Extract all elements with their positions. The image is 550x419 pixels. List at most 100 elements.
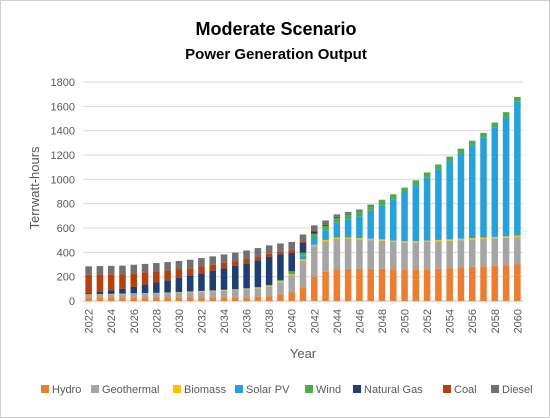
bar-wind-2037 [255,287,262,288]
bar-diesel-2038 [266,245,273,254]
bar-diesel-2034 [221,254,228,263]
bar-wind-2044 [334,218,341,223]
x-tick-label: 2034 [219,309,231,333]
legend-label-solar-pv: Solar PV [246,384,290,396]
bar-biomass-2044 [334,237,341,238]
bar-wind-2051 [413,180,420,185]
bar-biomass-2042 [311,245,318,246]
y-tick-label: 800 [57,199,75,211]
chart-subtitle: Power Generation Output [185,46,367,63]
bar-natural-gas-2025 [119,289,126,294]
bar-hydro-2042 [311,277,318,301]
bar-geothermal-2028 [153,293,160,297]
legend-swatch-biomass [173,385,181,393]
bar-natural-gas-2046 [356,211,363,212]
bar-natural-gas-2030 [176,278,183,292]
bar-hydro-2022 [85,297,92,301]
bar-diesel-2024 [108,266,115,275]
bar-solar-pv-2051 [413,185,420,241]
x-tick-label: 2056 [467,309,479,333]
bar-hydro-2024 [108,297,115,301]
bar-natural-gas-2038 [266,257,273,285]
bar-hydro-2036 [243,297,250,301]
bar-solar-pv-2043 [322,230,329,240]
bar-natural-gas-2029 [164,280,171,292]
bar-solar-pv-2053 [435,169,442,240]
bar-geothermal-2055 [458,240,465,267]
bar-coal-2022 [85,275,92,293]
bar-diesel-2028 [153,263,160,272]
bar-coal-2031 [187,268,194,275]
bar-geothermal-2037 [255,288,262,297]
bar-diesel-2027 [142,264,149,273]
bar-biomass-2041 [300,259,307,260]
bar-natural-gas-2037 [255,260,262,287]
x-tick-label: 2024 [106,309,118,333]
bar-coal-2026 [130,273,137,286]
bar-biomass-2051 [413,241,420,242]
bar-natural-gas-2036 [243,263,250,288]
legend-swatch-hydro [41,385,49,393]
bar-diesel-2046 [356,210,363,211]
x-tick-label: 2052 [422,309,434,333]
bar-coal-2030 [176,269,183,278]
bar-diesel-2022 [85,266,92,275]
y-tick-label: 600 [57,223,75,235]
bar-natural-gas-2023 [97,292,104,294]
bar-geothermal-2043 [322,241,329,271]
bar-biomass-2057 [480,237,487,238]
bar-biomass-2059 [503,236,510,237]
y-tick-label: 200 [57,272,75,284]
bar-geothermal-2049 [390,242,397,269]
bar-diesel-2023 [97,266,104,275]
bar-wind-2040 [288,271,295,273]
bar-hydro-2025 [119,297,126,301]
legend-label-coal: Coal [454,384,477,396]
bar-geothermal-2031 [187,292,194,297]
bar-natural-gas-2040 [288,253,295,271]
bar-solar-pv-2052 [424,177,431,240]
bar-geothermal-2057 [480,239,487,266]
bar-geothermal-2032 [198,292,205,298]
bar-coal-2036 [243,259,250,263]
bar-diesel-2031 [187,260,194,269]
bar-diesel-2041 [300,234,307,241]
bar-hydro-2041 [300,288,307,301]
bar-solar-pv-2057 [480,138,487,238]
x-tick-label: 2038 [264,309,276,333]
bar-biomass-2054 [446,239,453,240]
legend-label-biomass: Biomass [184,384,227,396]
bar-wind-2047 [367,206,374,211]
bar-coal-2043 [322,224,329,225]
bar-geothermal-2044 [334,239,341,269]
legend-label-hydro: Hydro [52,384,81,396]
bar-hydro-2028 [153,297,160,301]
bar-natural-gas-2031 [187,276,194,292]
y-tick-label: 400 [57,247,75,259]
x-tick-label: 2048 [377,309,389,333]
bar-diesel-2030 [176,261,183,270]
legend-label-geothermal: Geothermal [102,384,159,396]
bar-diesel-2047 [367,205,374,206]
bar-geothermal-2038 [266,286,273,296]
bar-wind-2042 [311,234,318,238]
x-tick-label: 2044 [332,309,344,333]
bar-coal-2040 [288,251,295,253]
bar-solar-pv-2050 [401,192,408,241]
bar-hydro-2060 [514,265,521,302]
bar-geothermal-2034 [221,291,228,298]
bar-diesel-2029 [164,262,171,271]
bar-geothermal-2041 [300,261,307,288]
bar-hydro-2033 [209,297,216,301]
bar-hydro-2051 [413,270,420,301]
bar-coal-2035 [232,261,239,266]
bar-biomass-2037 [255,288,262,289]
bar-coal-2033 [209,265,216,271]
bar-wind-2043 [322,226,329,230]
bar-diesel-2044 [334,214,341,216]
bar-geothermal-2048 [379,241,386,269]
bar-hydro-2038 [266,296,273,301]
bar-hydro-2029 [164,297,171,301]
bar-coal-2041 [300,241,307,243]
